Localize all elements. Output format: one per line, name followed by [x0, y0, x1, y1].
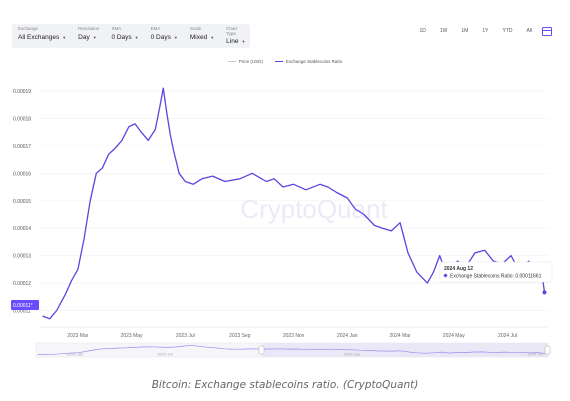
chart-settings-toolbar: Exchange All Exchanges ▼ Resolution Day ▼ …	[12, 24, 250, 48]
y-tick-label: 0.00018	[13, 116, 31, 122]
last-point-marker	[542, 290, 547, 295]
scale-value: Mixed	[189, 33, 208, 41]
legend-swatch-price	[227, 61, 236, 62]
navigator-selection	[262, 343, 548, 357]
exchange-value: All Exchanges	[18, 33, 60, 41]
x-tick-label: 2023 May	[121, 333, 143, 339]
range-1m-button[interactable]: 1M	[461, 28, 469, 34]
x-tick-label: 2024 Jul	[498, 333, 517, 339]
y-tick-label: 0.00013	[13, 254, 31, 260]
resolution-value: Day	[78, 33, 90, 41]
navigator-label: 2023 Jul	[157, 352, 172, 357]
legend-item-price[interactable]: Price (USD)	[227, 59, 263, 64]
chevron-down-icon: ▼	[62, 34, 67, 40]
chevron-down-icon: ▼	[134, 34, 139, 40]
current-value-badge	[11, 300, 39, 311]
chevron-down-icon: ▼	[92, 34, 97, 40]
legend-label-ratio: Exchange Stablecoins Ratio	[285, 59, 343, 64]
resolution-selector[interactable]: Resolution Day ▼	[78, 26, 100, 45]
y-tick-label: 0.00017	[13, 144, 31, 150]
stablecoin-ratio-chart: CryptoQuant 0.00019 0.00018 0.00017 0.00016 0…	[11, 87, 553, 358]
watermark-text: CryptoQuant	[240, 194, 388, 224]
x-tick-label: 2023 Sep	[229, 333, 251, 339]
resolution-label: Resolution	[78, 26, 100, 31]
exchange-selector[interactable]: Exchange All Exchanges ▼	[18, 26, 67, 45]
x-tick-label: 2023 Mar	[67, 333, 88, 339]
chevron-down-icon: ▼	[241, 39, 246, 44]
x-tick-label: 2024 May	[443, 333, 465, 339]
ema-selector[interactable]: EMA 0 Days ▼	[150, 26, 178, 45]
range-all-button[interactable]: All	[526, 28, 532, 34]
legend-swatch-ratio	[274, 61, 283, 62]
y-tick-label: 0.00016	[13, 171, 31, 177]
ema-label: EMA	[150, 26, 161, 31]
chart-legend: Price (USD) Exchange Stablecoins Ratio	[0, 59, 570, 64]
y-tick-label: 0.00014	[13, 226, 31, 232]
current-value-label: 0.00011*	[13, 303, 33, 309]
x-tick-label: 2024 Mar	[390, 333, 411, 339]
navigator-left-handle[interactable]	[258, 345, 265, 355]
sma-label: SMA	[111, 26, 122, 31]
range-ytd-button[interactable]: YTD	[502, 28, 513, 34]
navigator-right-handle[interactable]	[544, 345, 551, 355]
chevron-down-icon: ▼	[210, 34, 215, 40]
tooltip-value: Exchange Stablecoins Ratio: 0.00011661	[450, 274, 542, 280]
chevron-down-icon: ▼	[173, 34, 178, 40]
legend-label-price: Price (USD)	[238, 59, 263, 64]
chart-type-label: Chart Type	[226, 26, 238, 36]
chart-type-value: Line	[226, 38, 239, 45]
figure-caption: Bitcoin: Exchange stablecoins ratio. (Cr…	[151, 379, 419, 391]
y-tick-label: 0.00015	[13, 199, 31, 205]
x-tick-label: 2023 Jul	[176, 333, 195, 339]
scale-label: Scale	[189, 26, 202, 31]
exchange-label: Exchange	[18, 26, 39, 31]
y-tick-label: 0.00011	[13, 309, 31, 315]
ema-value: 0 Days	[150, 33, 171, 41]
y-tick-label: 0.00019	[13, 89, 31, 95]
y-tick-label: 0.00012	[13, 281, 31, 287]
tooltip-series-marker	[443, 273, 448, 278]
x-tick-label: 2024 Jan	[337, 333, 358, 339]
time-range-selector: 1D 1W 1M 1Y YTD All	[415, 25, 552, 37]
sma-value: 0 Days	[111, 33, 132, 41]
navigator-label: 2024 Jan	[344, 352, 360, 357]
tooltip-date: 2024 Aug 12	[444, 266, 473, 272]
navigator-label: 2023 Jan	[67, 352, 83, 357]
navigator-label: 2024 Jul	[527, 352, 542, 357]
chart-type-selector[interactable]: Chart Type Line ▼	[226, 26, 246, 45]
x-tick-label: 2023 Nov	[283, 333, 305, 339]
legend-item-ratio[interactable]: Exchange Stablecoins Ratio	[274, 59, 343, 64]
range-1w-button[interactable]: 1W	[439, 28, 448, 34]
range-1y-button[interactable]: 1Y	[482, 28, 489, 34]
calendar-icon[interactable]	[542, 26, 552, 36]
tooltip-box	[439, 261, 553, 283]
scale-selector[interactable]: Scale Mixed ▼	[189, 26, 215, 45]
sma-selector[interactable]: SMA 0 Days ▼	[111, 26, 139, 45]
range-1d-button[interactable]: 1D	[419, 28, 426, 34]
navigator-series-line	[37, 344, 547, 356]
